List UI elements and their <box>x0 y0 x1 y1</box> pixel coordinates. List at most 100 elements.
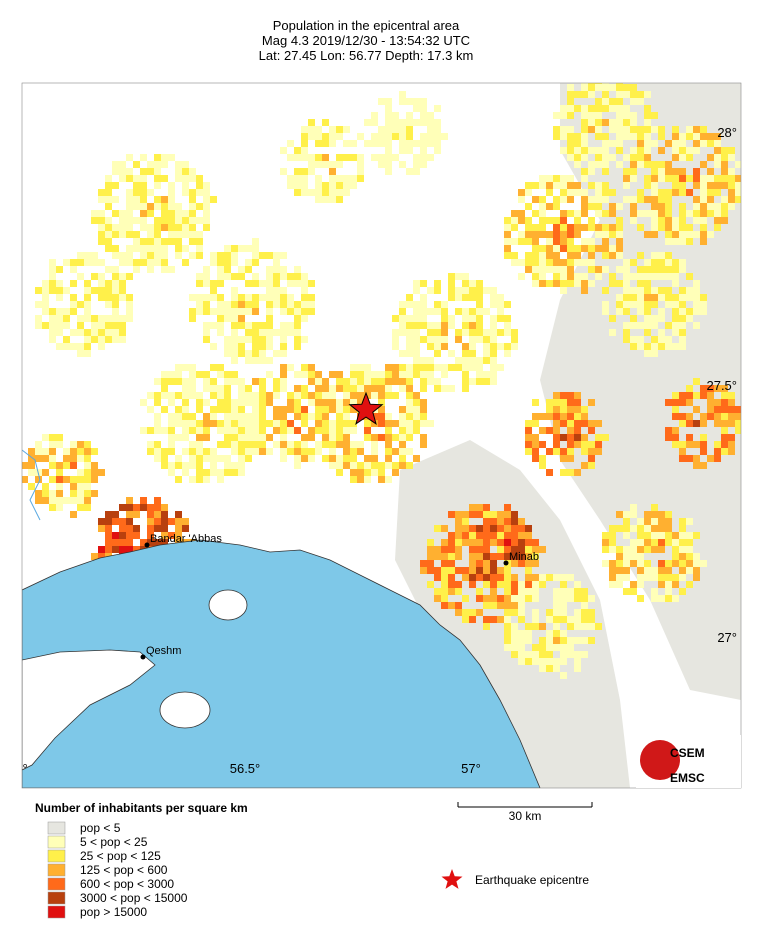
pop-cell <box>672 154 679 161</box>
pop-cell <box>462 595 469 602</box>
pop-cell <box>553 217 560 224</box>
pop-cell <box>651 343 658 350</box>
pop-cell <box>203 434 210 441</box>
pop-cell <box>406 147 413 154</box>
pop-cell <box>406 364 413 371</box>
pop-cell <box>665 231 672 238</box>
pop-cell <box>238 294 245 301</box>
pop-cell <box>637 98 644 105</box>
pop-cell <box>637 560 644 567</box>
pop-cell <box>385 119 392 126</box>
pop-cell <box>252 434 259 441</box>
pop-cell <box>728 392 735 399</box>
pop-cell <box>147 245 154 252</box>
pop-cell <box>504 539 511 546</box>
pop-cell <box>91 259 98 266</box>
pop-cell <box>483 567 490 574</box>
pop-cell <box>315 448 322 455</box>
pop-cell <box>658 518 665 525</box>
pop-cell <box>476 357 483 364</box>
pop-cell <box>168 182 175 189</box>
pop-cell <box>315 196 322 203</box>
pop-cell <box>336 196 343 203</box>
pop-cell <box>630 315 637 322</box>
pop-cell <box>322 420 329 427</box>
pop-cell <box>476 553 483 560</box>
pop-cell <box>560 266 567 273</box>
pop-cell <box>238 413 245 420</box>
pop-cell <box>700 308 707 315</box>
pop-cell <box>490 336 497 343</box>
pop-cell <box>539 637 546 644</box>
pop-cell <box>294 343 301 350</box>
pop-cell <box>595 83 602 84</box>
pop-cell <box>308 161 315 168</box>
pop-cell <box>224 350 231 357</box>
pop-cell <box>672 273 679 280</box>
pop-cell <box>301 308 308 315</box>
pop-cell <box>623 196 630 203</box>
pop-cell <box>630 168 637 175</box>
pop-cell <box>588 441 595 448</box>
pop-cell <box>154 539 161 546</box>
pop-cell <box>518 588 525 595</box>
pop-cell <box>609 126 616 133</box>
pop-cell <box>287 441 294 448</box>
pop-cell <box>399 147 406 154</box>
pop-cell <box>182 392 189 399</box>
pop-cell <box>259 294 266 301</box>
pop-cell <box>679 154 686 161</box>
pop-cell <box>672 322 679 329</box>
pop-cell <box>525 238 532 245</box>
pop-cell <box>595 84 602 91</box>
pop-cell <box>266 371 273 378</box>
pop-cell <box>224 385 231 392</box>
pop-cell <box>224 406 231 413</box>
pop-cell <box>91 210 98 217</box>
pop-cell <box>553 406 560 413</box>
pop-cell <box>483 504 490 511</box>
pop-cell <box>175 168 182 175</box>
pop-cell <box>329 392 336 399</box>
pop-cell <box>427 343 434 350</box>
pop-cell <box>329 427 336 434</box>
pop-cell <box>203 336 210 343</box>
pop-cell <box>343 455 350 462</box>
pop-cell <box>301 133 308 140</box>
pop-cell <box>686 539 693 546</box>
pop-cell <box>511 259 518 266</box>
pop-cell <box>301 455 308 462</box>
pop-cell <box>497 595 504 602</box>
pop-cell <box>231 469 238 476</box>
pop-cell <box>511 630 518 637</box>
pop-cell <box>280 329 287 336</box>
pop-cell <box>91 476 98 483</box>
pop-cell <box>462 532 469 539</box>
pop-cell <box>259 434 266 441</box>
pop-cell <box>644 154 651 161</box>
pop-cell <box>511 546 518 553</box>
pop-cell <box>294 280 301 287</box>
pop-cell <box>546 427 553 434</box>
pop-cell <box>231 287 238 294</box>
pop-cell <box>91 490 98 497</box>
pop-cell <box>203 329 210 336</box>
pop-cell <box>399 301 406 308</box>
pop-cell <box>231 413 238 420</box>
pop-cell <box>140 497 147 504</box>
pop-cell <box>154 525 161 532</box>
pop-cell <box>525 560 532 567</box>
pop-cell <box>56 483 63 490</box>
pop-cell <box>77 497 84 504</box>
pop-cell <box>154 518 161 525</box>
pop-cell <box>588 595 595 602</box>
pop-cell <box>182 462 189 469</box>
pop-cell <box>672 280 679 287</box>
pop-cell <box>686 567 693 574</box>
pop-cell <box>203 189 210 196</box>
pop-cell <box>238 462 245 469</box>
pop-cell <box>392 336 399 343</box>
legend-title: Number of inhabitants per square km <box>35 801 248 815</box>
pop-cell <box>553 112 560 119</box>
pop-cell <box>63 259 70 266</box>
